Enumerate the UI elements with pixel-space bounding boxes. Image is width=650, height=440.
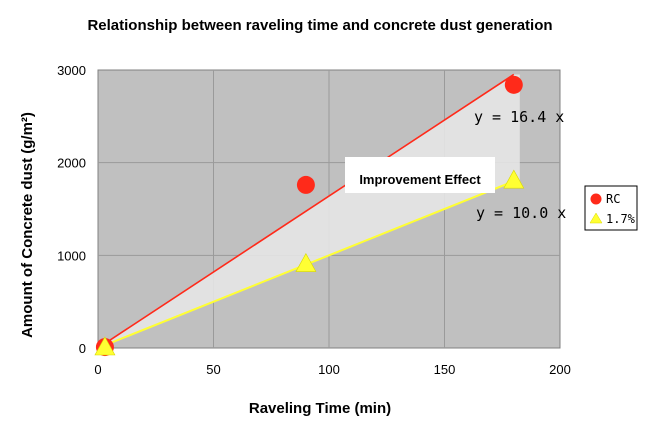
y-tick-label: 1000 [57,248,86,263]
callout-label: Improvement Effect [359,172,481,187]
rc-point [504,75,523,94]
legend: RC 1.7% [584,185,638,231]
x-tick-label: 0 [94,362,101,377]
improvement-effect-region [98,74,520,348]
rc-trendline [97,73,515,349]
x-axis-title: Raveling Time (min) [249,400,391,417]
y-tick-label: 2000 [57,156,86,171]
y-tick-label: 3000 [57,63,86,78]
rate-point [295,252,317,272]
y-axis-title: Amount of Concrete dust (g/m²) [19,112,36,338]
x-tick-label: 100 [318,362,340,377]
legend-rate-label: 1.7% [606,212,636,226]
rc-point [296,175,315,194]
x-tick-label: 200 [549,362,571,377]
x-tick-label: 150 [434,362,456,377]
y-tick-labels: 0 1000 2000 3000 [57,63,86,356]
rc-trendline-equation: y = 16.4 x [474,108,564,126]
improvement-effect-callout: Improvement Effect [345,157,495,193]
legend-rc-label: RC [606,192,620,206]
y-tick-label: 0 [79,341,86,356]
legend-rate-marker [589,212,603,224]
x-tick-labels: 0 50 100 150 200 [94,362,570,377]
chart-title: Relationship between raveling time and c… [87,17,552,34]
rate-point [94,336,116,356]
rate-point [503,169,525,189]
rate-trendline-equation: y = 10.0 x [476,204,566,222]
x-tick-label: 50 [206,362,220,377]
data-marks [94,75,525,357]
legend-rc-marker [590,193,602,205]
callout-box [345,157,495,193]
